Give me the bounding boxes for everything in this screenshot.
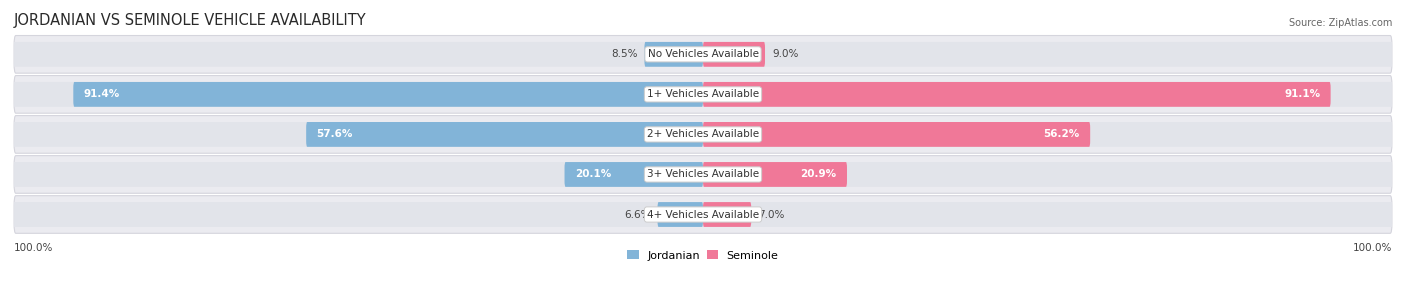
- FancyBboxPatch shape: [703, 162, 1392, 187]
- Text: 91.1%: 91.1%: [1284, 90, 1320, 99]
- FancyBboxPatch shape: [703, 42, 1392, 67]
- FancyBboxPatch shape: [14, 35, 1392, 73]
- Text: 4+ Vehicles Available: 4+ Vehicles Available: [647, 210, 759, 219]
- Text: 9.0%: 9.0%: [772, 49, 799, 59]
- Text: 56.2%: 56.2%: [1043, 130, 1080, 139]
- FancyBboxPatch shape: [14, 202, 703, 227]
- Legend: Jordanian, Seminole: Jordanian, Seminole: [623, 246, 783, 265]
- FancyBboxPatch shape: [14, 156, 1392, 193]
- Text: 8.5%: 8.5%: [612, 49, 637, 59]
- Text: 1+ Vehicles Available: 1+ Vehicles Available: [647, 90, 759, 99]
- Text: No Vehicles Available: No Vehicles Available: [648, 49, 758, 59]
- FancyBboxPatch shape: [14, 122, 703, 147]
- Text: 3+ Vehicles Available: 3+ Vehicles Available: [647, 170, 759, 179]
- FancyBboxPatch shape: [703, 82, 1330, 107]
- Text: Source: ZipAtlas.com: Source: ZipAtlas.com: [1288, 18, 1392, 28]
- FancyBboxPatch shape: [703, 82, 1392, 107]
- FancyBboxPatch shape: [73, 82, 703, 107]
- FancyBboxPatch shape: [703, 162, 846, 187]
- Text: 91.4%: 91.4%: [83, 90, 120, 99]
- FancyBboxPatch shape: [14, 162, 703, 187]
- Text: 100.0%: 100.0%: [1353, 243, 1392, 253]
- FancyBboxPatch shape: [14, 196, 1392, 233]
- FancyBboxPatch shape: [644, 42, 703, 67]
- Text: 20.1%: 20.1%: [575, 170, 612, 179]
- Text: 6.6%: 6.6%: [624, 210, 651, 219]
- Text: 100.0%: 100.0%: [14, 243, 53, 253]
- FancyBboxPatch shape: [14, 76, 1392, 113]
- FancyBboxPatch shape: [14, 116, 1392, 153]
- Text: 7.0%: 7.0%: [758, 210, 785, 219]
- FancyBboxPatch shape: [14, 82, 703, 107]
- Text: JORDANIAN VS SEMINOLE VEHICLE AVAILABILITY: JORDANIAN VS SEMINOLE VEHICLE AVAILABILI…: [14, 13, 367, 28]
- FancyBboxPatch shape: [658, 202, 703, 227]
- FancyBboxPatch shape: [703, 202, 751, 227]
- FancyBboxPatch shape: [565, 162, 703, 187]
- Text: 57.6%: 57.6%: [316, 130, 353, 139]
- FancyBboxPatch shape: [14, 42, 703, 67]
- Text: 2+ Vehicles Available: 2+ Vehicles Available: [647, 130, 759, 139]
- FancyBboxPatch shape: [703, 122, 1392, 147]
- FancyBboxPatch shape: [307, 122, 703, 147]
- FancyBboxPatch shape: [703, 42, 765, 67]
- FancyBboxPatch shape: [703, 122, 1090, 147]
- FancyBboxPatch shape: [703, 202, 1392, 227]
- Text: 20.9%: 20.9%: [800, 170, 837, 179]
